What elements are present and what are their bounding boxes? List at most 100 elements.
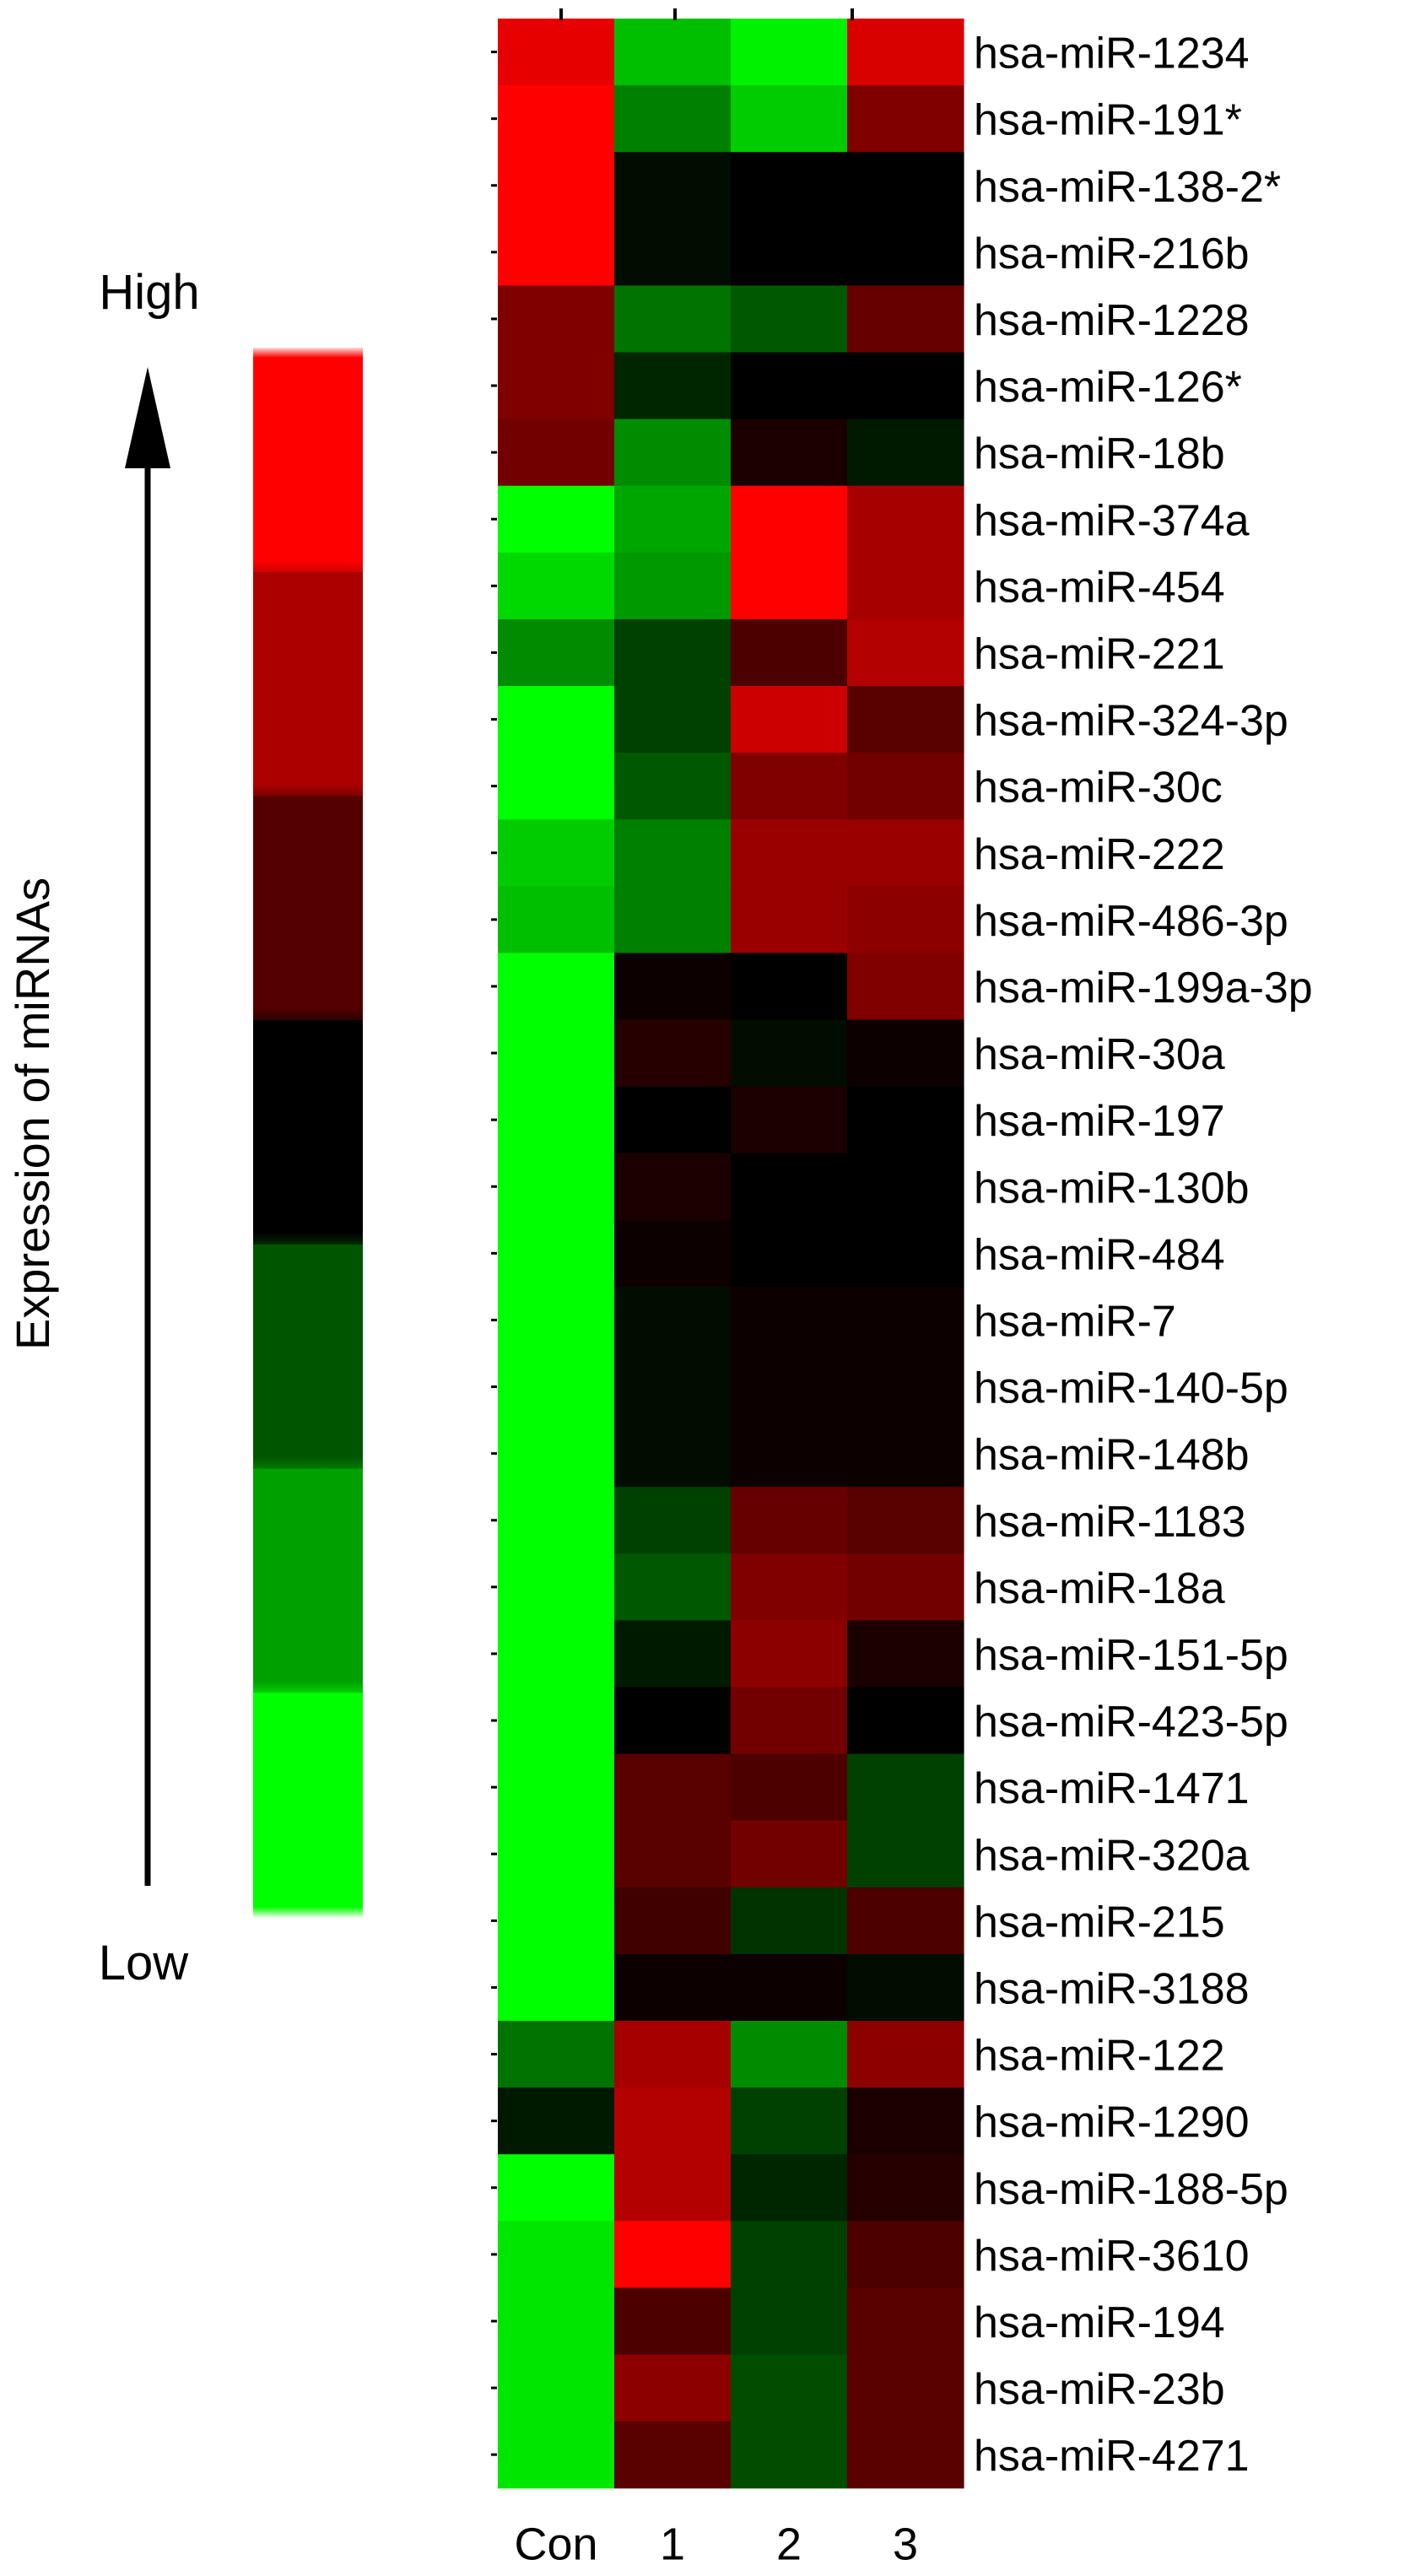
heatmap-cell (847, 1153, 964, 1221)
row-label: hsa-miR-30a (974, 1030, 1225, 1079)
heatmap-cell (498, 1286, 615, 1354)
heatmap-cell (498, 1620, 615, 1688)
heatmap-cell (847, 1953, 964, 2022)
heatmap-cell (614, 953, 732, 1021)
heatmap-cell (847, 1620, 964, 1688)
heatmap-cell (731, 1487, 848, 1554)
heatmap-cell (731, 2021, 848, 2088)
heatmap-cells (498, 19, 964, 2489)
heatmap-cell (614, 1219, 732, 1288)
heatmap-cell (731, 1820, 848, 1888)
heatmap-cell (731, 1420, 848, 1488)
heatmap-cell (847, 19, 964, 86)
row-label: hsa-miR-130b (974, 1164, 1250, 1212)
heatmap-cell (731, 1086, 848, 1154)
heatmap-cell (498, 1953, 615, 2022)
heatmap-cell (614, 2021, 732, 2088)
heatmap-cell (731, 19, 848, 86)
heatmap-cell (498, 1219, 615, 1288)
heatmap-cell (847, 753, 964, 820)
heatmap-cell (731, 2421, 848, 2489)
colorbar-fade-bottom (253, 1907, 363, 1919)
heatmap-cell (847, 1487, 964, 1554)
heatmap-cell (847, 1019, 964, 1088)
heatmap-cell (847, 2154, 964, 2222)
heatmap-cell (614, 352, 732, 420)
heatmap-cell (614, 419, 732, 487)
heatmap-cell (614, 1953, 732, 2022)
heatmap-cell (498, 1553, 615, 1621)
heatmap-cell (847, 819, 964, 887)
heatmap-cell (731, 1687, 848, 1755)
heatmap-cell (614, 1553, 732, 1621)
heatmap-cell (614, 1420, 732, 1488)
heatmap-cell (498, 1687, 615, 1755)
heatmap-cell (498, 2287, 615, 2356)
heatmap-cell (498, 85, 615, 153)
heatmap-cell (498, 2221, 615, 2288)
row-label: hsa-miR-7 (974, 1297, 1176, 1346)
heatmap-cell (731, 85, 848, 153)
heatmap-cell (498, 1820, 615, 1888)
colorbar-band (253, 1693, 363, 1918)
heatmap-cell (498, 1887, 615, 1955)
legend-axis-title: Expression of miRNAs (6, 878, 59, 1350)
row-label: hsa-miR-1234 (974, 30, 1250, 78)
column-label: 1 (660, 2519, 685, 2570)
heatmap-cell (614, 1753, 732, 1822)
heatmap-cell (847, 1286, 964, 1354)
heatmap-cell (614, 2154, 732, 2222)
heatmap-cell (614, 2221, 732, 2288)
heatmap-cell (614, 1353, 732, 1421)
row-label: hsa-miR-222 (974, 830, 1225, 879)
heatmap-cell (614, 1487, 732, 1554)
color-legend: High Low Expression of miRNAs (6, 265, 363, 1990)
heatmap-cell (731, 2354, 848, 2422)
row-label: hsa-miR-1471 (974, 1764, 1250, 1813)
heatmap-cell (731, 1219, 848, 1288)
column-labels: Con 1 2 3 (514, 2519, 918, 2570)
colorbar-band (253, 348, 363, 573)
heatmap-cell (731, 2154, 848, 2222)
heatmap-cell (847, 1420, 964, 1488)
row-label: hsa-miR-194 (974, 2298, 1225, 2347)
heatmap-cell (498, 1753, 615, 1822)
heatmap-cell (731, 219, 848, 286)
heatmap-cell (614, 1620, 732, 1688)
heatmap-cell (498, 419, 615, 487)
heatmap-cell (614, 1086, 732, 1154)
heatmap-cell (847, 886, 964, 953)
row-label: hsa-miR-454 (974, 563, 1225, 612)
heatmap-cell (731, 753, 848, 820)
row-label: hsa-miR-423-5p (974, 1698, 1288, 1747)
heatmap-cell (614, 219, 732, 286)
heatmap-cell (731, 285, 848, 354)
heatmap-cell (498, 1019, 615, 1088)
heatmap-cell (614, 552, 732, 620)
heatmap-cell (614, 819, 732, 887)
heatmap-cell (614, 285, 732, 354)
heatmap-cell (847, 2421, 964, 2489)
heatmap-cell (847, 85, 964, 153)
heatmap-cell (498, 1353, 615, 1421)
heatmap-cell (731, 152, 848, 219)
heatmap-cell (498, 1086, 615, 1154)
colorbar-band (253, 1468, 363, 1694)
heatmap-cell (614, 2087, 732, 2155)
heatmap-cell (614, 1887, 732, 1955)
heatmap-cell (847, 1887, 964, 1955)
row-label: hsa-miR-221 (974, 629, 1225, 678)
colorbar (253, 346, 363, 1919)
heatmap-cell (847, 152, 964, 219)
heatmap-cell (614, 2354, 732, 2422)
heatmap-cell (498, 285, 615, 354)
heatmap-cell (847, 1553, 964, 1621)
heatmap-cell (614, 753, 732, 820)
row-label: hsa-miR-1290 (974, 2098, 1250, 2147)
heatmap-cell (731, 686, 848, 753)
heatmap-cell (498, 1487, 615, 1554)
heatmap-cell (498, 152, 615, 219)
heatmap-cell (847, 953, 964, 1021)
row-label: hsa-miR-1228 (974, 296, 1250, 345)
heatmap-cell (614, 2287, 732, 2356)
